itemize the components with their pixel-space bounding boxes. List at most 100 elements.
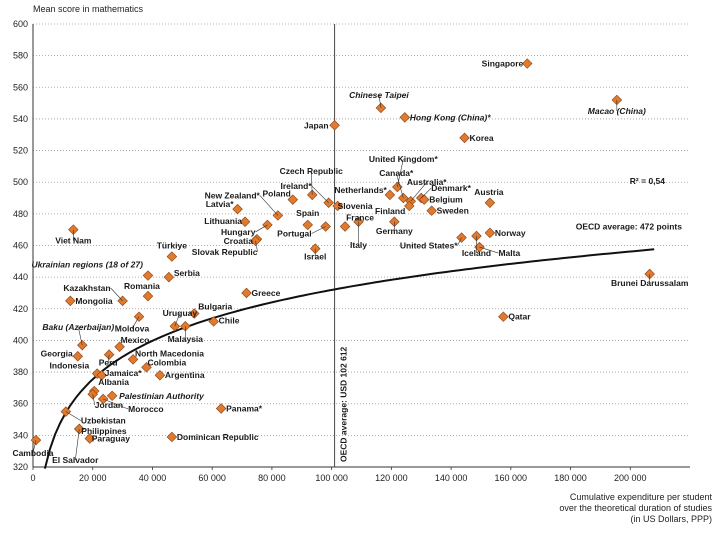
point-singapore [522,58,533,69]
label-mexico: Mexico [121,335,150,345]
trendline-curve [43,248,655,469]
label-chinese-taipei: Chinese Taipei [349,90,409,100]
point-bulgaria [189,308,200,319]
x-tick-label-40000: 40 000 [139,473,167,483]
leader-new-zealand [259,195,279,216]
label-peru: Peru [99,358,118,368]
label-new-zealand: New Zealand* [205,190,261,200]
leader-slovak-republic [255,240,258,252]
label-qatar: Qatar [508,312,531,322]
label-north-macedonia: North Macedonia [135,348,204,358]
x-axis-title-line-2: over the theoretical duration of studies [559,503,712,513]
y-tick-label-380: 380 [13,367,28,377]
label-sweden: Sweden [437,206,469,216]
leader-portugal [311,226,326,234]
label-malta: Malta [498,248,520,258]
label-korea: Korea [470,133,494,143]
label-viet-nam: Viet Nam [55,236,92,246]
label-portugal: Portugal [277,229,311,239]
point-ukrainian-regions-18-of-27 [142,270,154,281]
leader-ireland [311,185,329,203]
label-t-rkiye: Türkiye [157,241,188,251]
point-greece [241,287,252,299]
leader-australia [410,182,428,202]
y-tick-label-320: 320 [13,462,28,472]
point-qatar [498,311,509,322]
point-finland [404,200,415,212]
x-tick-label-80000: 80 000 [258,473,286,483]
point-paraguay [84,433,95,444]
point-colombia [141,362,152,373]
point-norway [484,227,496,239]
label-singapore: Singapore [482,59,524,69]
label-slovak-republic: Slovak Republic [192,247,258,257]
label-philippines: Philippines [81,426,127,436]
y-tick-label-420: 420 [13,304,28,314]
label-morocco: Morocco [128,404,163,414]
leader-kazakhstan [110,287,123,302]
label-malaysia: Malaysia [168,334,204,344]
y-tick-label-440: 440 [13,272,28,282]
label-ireland: Ireland* [280,181,312,191]
label-denmark: Denmark* [431,183,471,193]
point-dominican-republic [166,431,178,443]
label-indonesia: Indonesia [50,361,90,371]
point-united-kingdom [392,181,403,193]
point-jamaica [96,370,107,381]
label-norway: Norway [495,228,526,238]
label-iceland: Iceland [462,248,491,258]
point-spain [302,219,313,231]
label-greece: Greece [252,288,281,298]
y-tick-label-340: 340 [13,430,28,440]
label-macao-china: Macao (China) [588,106,646,116]
label-lithuania: Lithuania [204,216,242,226]
label-united-states: United States* [400,241,458,251]
leader-morocco [103,398,129,410]
trendline: R² = 0,54 [43,176,665,469]
x-tick-labels: 0 20 000 40 000 60 000 80 000 100 000 120 000 1… [30,467,647,483]
y-tick-label-480: 480 [13,209,28,219]
point-palestinian-authority [106,390,118,402]
label-finland: Finland [375,206,405,216]
label-spain: Spain [296,208,319,218]
y-tick-label-560: 560 [13,82,28,92]
x-tick-label-60000: 60 000 [198,473,226,483]
label-hungary: Hungary [221,227,256,237]
label-uzbekistan: Uzbekistan [81,416,126,426]
label-colombia: Colombia [147,357,186,367]
label-panama: Panama* [226,403,263,413]
label-slovenia: Slovenia [338,201,373,211]
label-czech-republic: Czech Republic [280,166,344,176]
point-austria [484,197,496,209]
y-tick-label-540: 540 [13,114,28,124]
leader-malta [479,246,499,254]
label-argentina: Argentina [165,370,205,380]
point-jordan [87,388,98,400]
x-tick-label-200000: 200 000 [614,473,647,483]
label-france: France [346,213,374,223]
leader-uruguay [174,313,181,327]
leader-uzbekistan [65,411,82,421]
label-kazakhstan: Kazakhstan [63,283,110,293]
label-latvia: Latvia* [206,199,235,209]
point-sweden [426,205,437,216]
leader-cambodia [32,440,37,454]
label-paraguay: Paraguay [92,434,131,444]
point-argentina [154,370,166,381]
label-brunei-darussalam: Brunei Darussalam [611,278,689,288]
point-moldova [133,311,145,322]
label-japan: Japan [304,120,329,130]
point-chile [208,316,219,327]
point-georgia [72,351,84,362]
point-slovenia [332,200,343,212]
label-moldova: Moldova [115,324,150,334]
y-axis-title: Mean score in mathematics [33,4,144,14]
label-cambodia: Cambodia [12,448,53,458]
label-croatia: Croatia [224,236,254,246]
y-tick-label-580: 580 [13,51,28,61]
y-tick-label-360: 360 [13,399,28,409]
point-labels: Singapore Macao (China) Chinese Taipei Hong… [12,59,688,465]
point-mongolia [65,295,76,307]
label-united-kingdom: United Kingdom* [369,154,439,164]
